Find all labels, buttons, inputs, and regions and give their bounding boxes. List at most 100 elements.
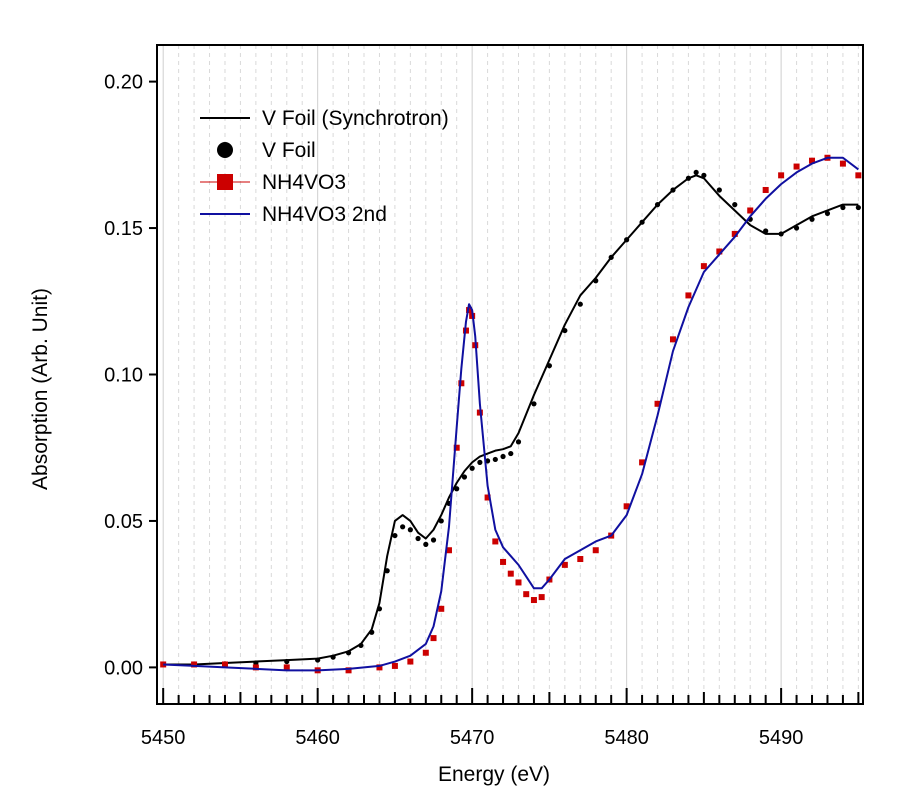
data-point-nh4vo3 — [345, 667, 352, 674]
data-point-nh4vo3 — [458, 380, 465, 387]
data-point-v-foil — [415, 535, 421, 542]
data-point-nh4vo3 — [445, 547, 452, 554]
series-layer — [160, 154, 862, 674]
data-point-v-foil — [840, 204, 846, 211]
data-point-v-foil — [461, 474, 468, 480]
data-point-nh4vo3 — [669, 336, 676, 343]
data-point-v-foil — [624, 237, 630, 243]
data-point-nh4vo3 — [809, 157, 816, 164]
data-point-v-foil — [778, 231, 784, 237]
y-tick-label: 0.20 — [104, 72, 143, 94]
data-point-nh4vo3 — [623, 503, 630, 510]
data-point-nh4vo3 — [407, 658, 414, 665]
data-point-nh4vo3 — [422, 649, 429, 656]
data-point-v-foil — [438, 518, 444, 524]
series-line-v-foil-synchrotron — [163, 174, 859, 666]
data-point-nh4vo3 — [283, 664, 290, 671]
data-point-v-foil — [763, 228, 769, 234]
data-point-v-foil — [608, 254, 614, 260]
data-point-v-foil — [701, 172, 707, 178]
x-tick-label: 5450 — [141, 727, 186, 749]
data-point-v-foil — [500, 453, 506, 460]
data-point-nh4vo3 — [700, 263, 707, 270]
y-axis-title: Absorption (Arb. Unit) — [29, 288, 52, 490]
legend-swatch-v-foil — [217, 142, 233, 158]
data-point-nh4vo3 — [466, 307, 473, 314]
data-point-nh4vo3 — [716, 248, 723, 255]
data-point-v-foil — [345, 650, 352, 656]
data-point-v-foil — [824, 210, 831, 217]
data-point-v-foil — [315, 657, 321, 663]
data-point-v-foil — [508, 450, 514, 457]
data-point-v-foil — [670, 187, 676, 193]
data-point-nh4vo3 — [538, 594, 545, 601]
data-point-nh4vo3 — [778, 172, 785, 179]
y-tick-label: 0.10 — [104, 365, 143, 387]
legend-label-nh4vo3-2nd: NH4VO3 2nd — [262, 203, 387, 226]
x-tick-label: 5490 — [759, 727, 804, 749]
data-point-nh4vo3 — [160, 661, 167, 668]
data-point-v-foil — [392, 532, 398, 539]
data-point-nh4vo3 — [654, 400, 661, 407]
series-line-nh4vo3-2nd — [163, 156, 859, 672]
data-point-v-foil — [793, 225, 800, 231]
data-point-v-foil — [330, 654, 336, 660]
data-point-v-foil — [376, 606, 383, 612]
data-point-v-foil — [693, 169, 699, 176]
data-point-nh4vo3 — [561, 561, 568, 568]
data-point-v-foil — [654, 202, 661, 208]
data-point-nh4vo3 — [762, 186, 769, 193]
data-point-nh4vo3 — [855, 172, 862, 179]
data-point-nh4vo3 — [523, 591, 530, 598]
data-point-v-foil — [469, 465, 475, 471]
data-point-nh4vo3 — [530, 597, 537, 604]
data-point-nh4vo3 — [252, 664, 259, 671]
data-point-v-foil — [732, 202, 738, 208]
data-point-v-foil — [358, 642, 364, 649]
data-point-v-foil — [477, 459, 483, 465]
data-point-v-foil — [454, 486, 460, 492]
data-point-v-foil — [253, 660, 259, 666]
data-point-v-foil — [369, 629, 375, 635]
data-point-v-foil — [639, 219, 645, 225]
data-point-v-foil — [407, 527, 413, 533]
data-point-nh4vo3 — [747, 207, 754, 214]
data-point-nh4vo3 — [391, 662, 398, 669]
legend-label-v-foil: V Foil — [262, 139, 316, 162]
data-point-v-foil — [384, 568, 390, 574]
y-tick-label: 0.15 — [104, 218, 143, 240]
x-tick-label: 5470 — [450, 727, 495, 749]
series-nh4vo3-2nd — [163, 156, 859, 672]
x-axis-title: Energy (eV) — [438, 763, 550, 786]
ticks — [149, 80, 860, 704]
legend-label-v-foil-synchrotron: V Foil (Synchrotron) — [262, 107, 449, 130]
data-point-nh4vo3 — [515, 579, 522, 586]
data-point-nh4vo3 — [191, 661, 198, 668]
data-point-v-foil — [593, 278, 599, 284]
data-point-v-foil — [430, 537, 437, 543]
x-tick-label: 5480 — [604, 727, 649, 749]
y-tick-label: 0.00 — [104, 657, 143, 679]
data-point-nh4vo3 — [731, 230, 738, 237]
data-point-nh4vo3 — [507, 570, 514, 577]
legend-label-nh4vo3: NH4VO3 — [262, 171, 346, 194]
x-tick-label: 5460 — [295, 727, 340, 749]
data-point-v-foil — [809, 216, 815, 222]
data-point-nh4vo3 — [430, 635, 437, 642]
data-point-v-foil — [284, 658, 290, 665]
data-point-nh4vo3 — [484, 494, 491, 501]
data-point-v-foil — [492, 456, 498, 463]
data-point-nh4vo3 — [685, 292, 692, 299]
data-point-v-foil — [855, 204, 861, 211]
series-v-foil-synchrotron — [163, 174, 859, 666]
data-point-nh4vo3 — [453, 444, 460, 451]
grid — [162, 45, 859, 704]
legend-swatch-nh4vo3 — [217, 174, 233, 190]
data-point-nh4vo3 — [221, 661, 228, 668]
data-point-v-foil — [562, 327, 568, 334]
data-point-nh4vo3 — [592, 547, 599, 554]
data-point-nh4vo3 — [438, 605, 445, 612]
data-point-v-foil — [577, 301, 583, 307]
data-point-nh4vo3 — [793, 163, 800, 170]
